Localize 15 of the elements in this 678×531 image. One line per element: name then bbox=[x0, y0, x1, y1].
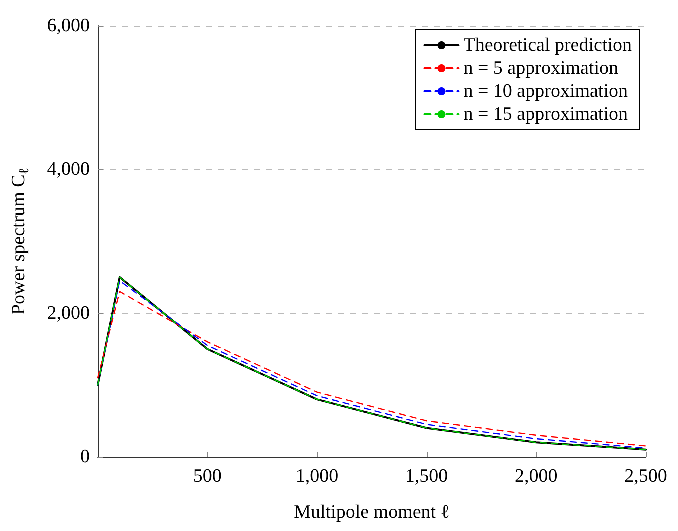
x-tick-label: 2,500 bbox=[624, 466, 668, 487]
x-tick-label: 1,000 bbox=[296, 466, 339, 487]
y-tick-label: 0 bbox=[80, 446, 90, 468]
y-axis-title: Power spectrum Cℓ bbox=[8, 168, 32, 316]
y-tick-label: 6,000 bbox=[47, 16, 90, 36]
y-tick-label: 4,000 bbox=[47, 159, 90, 180]
x-axis-title: Multipole moment ℓ bbox=[294, 502, 450, 523]
legend-label: n = 10 approximation bbox=[464, 81, 628, 102]
y-tick-label: 2,000 bbox=[47, 302, 90, 324]
legend-label: Theoretical prediction bbox=[464, 35, 632, 56]
legend-label: n = 15 approximation bbox=[464, 104, 628, 125]
x-tick-label: 500 bbox=[193, 466, 222, 487]
legend-label: n = 5 approximation bbox=[464, 58, 619, 79]
x-tick-label: 1,500 bbox=[405, 466, 448, 487]
x-tick-label: 2,000 bbox=[515, 466, 558, 487]
